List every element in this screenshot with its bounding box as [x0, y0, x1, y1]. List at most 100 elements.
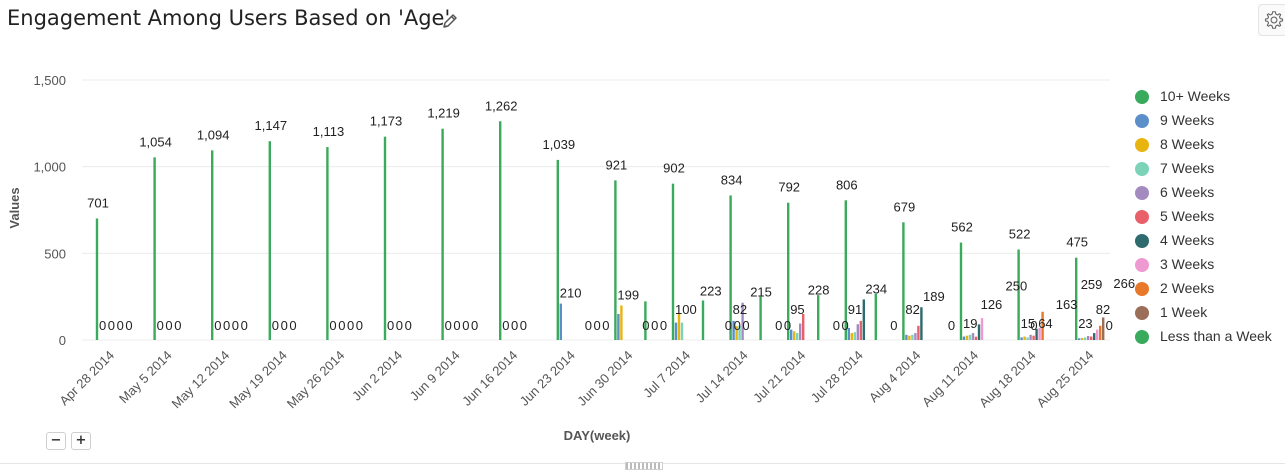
- bar[interactable]: [802, 314, 805, 340]
- bar[interactable]: [911, 334, 914, 340]
- bar[interactable]: [962, 336, 966, 340]
- bar[interactable]: [850, 333, 853, 340]
- bar[interactable]: [799, 323, 802, 340]
- bar[interactable]: [1026, 337, 1029, 340]
- bar[interactable]: [847, 327, 850, 340]
- legend-swatch: [1135, 234, 1149, 248]
- bar[interactable]: [674, 322, 678, 340]
- bar[interactable]: [1041, 311, 1044, 340]
- x-tick-label: May 5 2014: [116, 348, 175, 407]
- bar[interactable]: [741, 302, 744, 340]
- bar[interactable]: [1102, 317, 1105, 340]
- zoom-out-button[interactable]: −: [46, 432, 66, 450]
- data-label: 0: [223, 318, 230, 333]
- y-axis-ticks: 0 500 1,000 1,500: [33, 73, 66, 348]
- bar[interactable]: [729, 195, 732, 340]
- bar[interactable]: [1081, 337, 1084, 340]
- bar[interactable]: [874, 293, 877, 340]
- bar[interactable]: [95, 218, 99, 340]
- x-tick-label: Aug 25 2014: [1034, 348, 1097, 411]
- resize-handle[interactable]: [625, 462, 663, 470]
- bar[interactable]: [971, 333, 975, 340]
- data-label: 0: [520, 318, 527, 333]
- bar[interactable]: [1090, 336, 1093, 340]
- bar[interactable]: [1087, 336, 1090, 340]
- x-tick-label: Jul 7 2014: [640, 348, 693, 401]
- bar[interactable]: [1023, 336, 1026, 340]
- bar[interactable]: [974, 336, 978, 340]
- bar[interactable]: [677, 314, 681, 340]
- bar[interactable]: [1099, 325, 1102, 340]
- bar[interactable]: [844, 200, 847, 340]
- bar[interactable]: [965, 335, 969, 340]
- chart-title: Engagement Among Users Based on 'Age': [7, 6, 451, 30]
- bar[interactable]: [383, 136, 387, 340]
- data-label: 95: [790, 302, 804, 317]
- y-tick-label: 0: [59, 333, 66, 348]
- bar[interactable]: [1096, 329, 1099, 340]
- bar[interactable]: [968, 334, 972, 340]
- bar[interactable]: [556, 159, 559, 340]
- data-label: 1,262: [485, 98, 518, 113]
- bar[interactable]: [211, 150, 214, 340]
- bar[interactable]: [153, 157, 156, 340]
- bar[interactable]: [977, 324, 981, 340]
- bar[interactable]: [1075, 257, 1078, 340]
- bar[interactable]: [644, 301, 647, 340]
- data-label: 0: [842, 318, 849, 333]
- bar[interactable]: [1093, 333, 1096, 340]
- settings-button[interactable]: [1258, 4, 1285, 36]
- bar[interactable]: [914, 333, 917, 340]
- x-tick-label: May 12 2014: [169, 348, 233, 412]
- bar[interactable]: [980, 318, 984, 340]
- bar[interactable]: [905, 334, 908, 340]
- bar[interactable]: [908, 335, 911, 340]
- bar[interactable]: [732, 320, 735, 340]
- bar[interactable]: [1078, 338, 1081, 340]
- data-label: 250: [1006, 279, 1028, 294]
- bar[interactable]: [617, 314, 620, 340]
- bar[interactable]: [793, 331, 796, 340]
- bar[interactable]: [441, 128, 444, 340]
- x-tick-label: Jun 2 2014: [349, 348, 405, 404]
- bar[interactable]: [920, 307, 923, 340]
- bar[interactable]: [559, 303, 562, 340]
- bar[interactable]: [902, 222, 905, 340]
- bar-group: [326, 147, 329, 340]
- bar[interactable]: [1038, 327, 1041, 340]
- x-tick-label: Aug 4 2014: [866, 348, 924, 406]
- bar[interactable]: [1017, 249, 1020, 340]
- bar[interactable]: [959, 242, 963, 340]
- bar[interactable]: [735, 326, 738, 340]
- bar[interactable]: [790, 329, 793, 340]
- bar[interactable]: [853, 332, 856, 340]
- bar[interactable]: [680, 322, 684, 340]
- pencil-edit-icon[interactable]: [440, 11, 460, 31]
- data-label: 126: [981, 297, 1003, 312]
- bar[interactable]: [701, 300, 705, 340]
- bars: [95, 121, 1105, 341]
- bar[interactable]: [856, 324, 859, 340]
- bar[interactable]: [917, 325, 920, 340]
- gear-icon[interactable]: [1263, 9, 1285, 31]
- bar[interactable]: [671, 183, 675, 340]
- bar[interactable]: [817, 295, 820, 340]
- zoom-in-button[interactable]: +: [71, 432, 91, 450]
- bar[interactable]: [1084, 337, 1087, 340]
- bar[interactable]: [859, 320, 862, 340]
- data-label: 0: [99, 318, 106, 333]
- bar[interactable]: [1020, 337, 1023, 340]
- bar[interactable]: [499, 121, 502, 341]
- bar[interactable]: [620, 305, 623, 340]
- bar[interactable]: [759, 296, 762, 340]
- bar[interactable]: [796, 333, 799, 340]
- bar[interactable]: [1035, 328, 1038, 340]
- bar[interactable]: [614, 180, 617, 340]
- bar[interactable]: [1029, 334, 1032, 340]
- bar[interactable]: [787, 202, 790, 340]
- bar[interactable]: [268, 141, 271, 340]
- bar[interactable]: [1032, 335, 1035, 340]
- bar[interactable]: [738, 325, 741, 340]
- bar[interactable]: [862, 299, 865, 340]
- bar[interactable]: [326, 147, 329, 340]
